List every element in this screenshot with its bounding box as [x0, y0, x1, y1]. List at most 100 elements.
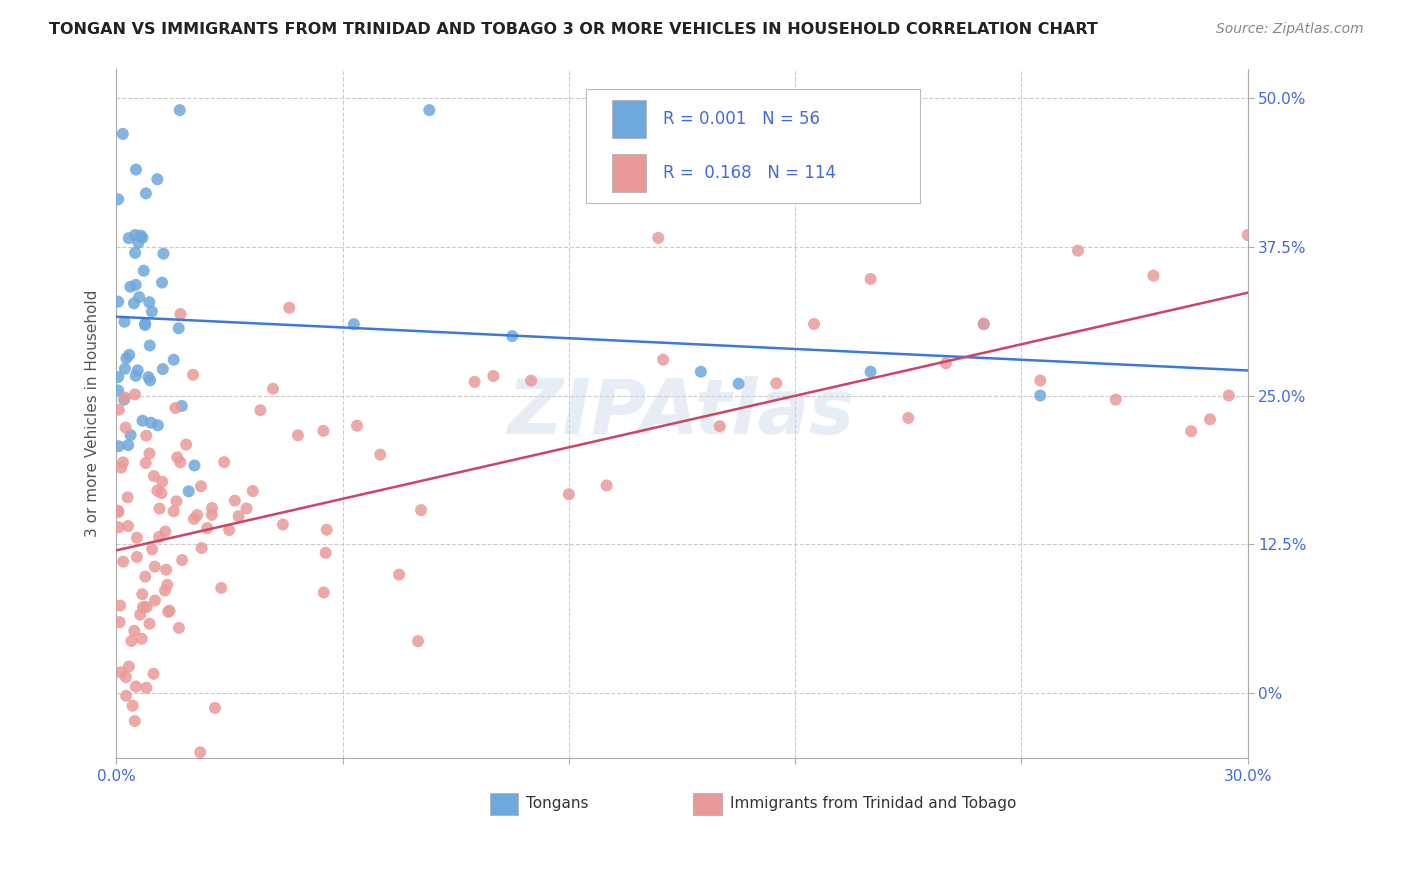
Point [558, 487, 581, 501]
Point [114, 391, 136, 405]
Point [128, 290, 150, 304]
Point [727, 376, 749, 391]
Point [141, 304, 163, 318]
Point [135, 428, 157, 442]
Point [183, 458, 205, 473]
Point [859, 365, 882, 379]
Point [114, 420, 136, 434]
Point [120, 634, 142, 648]
Point [973, 317, 995, 331]
Point [209, 581, 232, 595]
Point [1029, 388, 1052, 402]
Point [107, 384, 129, 398]
Text: TONGAN VS IMMIGRANTS FROM TRINIDAD AND TOBAGO 3 OR MORE VEHICLES IN HOUSEHOLD CO: TONGAN VS IMMIGRANTS FROM TRINIDAD AND T… [49, 22, 1098, 37]
Point [108, 402, 131, 417]
Point [212, 455, 235, 469]
Point [1218, 388, 1240, 402]
Point [271, 517, 294, 532]
Point [315, 546, 337, 560]
Point [141, 542, 163, 557]
Point [127, 235, 149, 250]
Point [132, 263, 155, 277]
Point [159, 604, 181, 618]
Point [262, 382, 284, 396]
Point [343, 317, 366, 331]
Point [107, 505, 129, 519]
Point [346, 418, 368, 433]
Point [190, 541, 212, 555]
Point [118, 231, 141, 245]
Point [181, 368, 204, 382]
Point [1199, 412, 1222, 426]
Point [107, 503, 129, 517]
Point [201, 501, 224, 516]
Point [131, 587, 153, 601]
Point [125, 277, 148, 292]
Point [595, 478, 617, 492]
Point [122, 296, 145, 310]
Point [134, 318, 156, 332]
Point [139, 373, 162, 387]
Point [125, 162, 148, 177]
Point [765, 376, 787, 391]
Bar [612, 101, 645, 138]
Point [131, 231, 153, 245]
Bar [693, 793, 721, 814]
Point [121, 698, 143, 713]
Bar [612, 154, 645, 192]
Point [142, 666, 165, 681]
Point [167, 321, 190, 335]
FancyBboxPatch shape [586, 89, 920, 203]
Point [152, 246, 174, 260]
Point [315, 523, 337, 537]
Point [124, 387, 146, 401]
Point [169, 307, 191, 321]
Point [188, 745, 211, 759]
Point [228, 509, 250, 524]
Point [138, 295, 160, 310]
Point [135, 186, 157, 201]
Point [224, 493, 246, 508]
Point [278, 301, 301, 315]
Point [125, 531, 148, 545]
Point [1142, 268, 1164, 283]
Point [520, 374, 543, 388]
Point [138, 616, 160, 631]
Point [165, 401, 187, 415]
Point [107, 370, 129, 384]
Point [131, 414, 153, 428]
Point [155, 524, 177, 539]
Text: ZIPAtlas: ZIPAtlas [509, 376, 856, 450]
Point [418, 103, 440, 117]
Point [165, 494, 187, 508]
Point [897, 411, 920, 425]
Bar [489, 793, 517, 814]
Point [152, 362, 174, 376]
Point [117, 519, 139, 533]
Point [482, 369, 505, 384]
Point [143, 559, 166, 574]
Point [935, 356, 957, 370]
Point [124, 714, 146, 728]
Point [135, 456, 157, 470]
Point [110, 665, 132, 680]
Point [148, 530, 170, 544]
Point [107, 439, 129, 453]
Point [134, 317, 156, 331]
Y-axis label: 3 or more Vehicles in Household: 3 or more Vehicles in Household [86, 290, 100, 537]
Point [201, 508, 224, 522]
Point [368, 448, 391, 462]
Point [169, 455, 191, 469]
Point [183, 512, 205, 526]
Point [153, 583, 176, 598]
Point [115, 689, 138, 703]
Point [117, 438, 139, 452]
Point [167, 621, 190, 635]
Point [1029, 374, 1052, 388]
Point [186, 508, 208, 522]
Point [138, 370, 160, 384]
Text: Immigrants from Trinidad and Tobago: Immigrants from Trinidad and Tobago [730, 797, 1017, 811]
Point [127, 363, 149, 377]
Point [118, 659, 141, 673]
Text: Source: ZipAtlas.com: Source: ZipAtlas.com [1216, 22, 1364, 37]
